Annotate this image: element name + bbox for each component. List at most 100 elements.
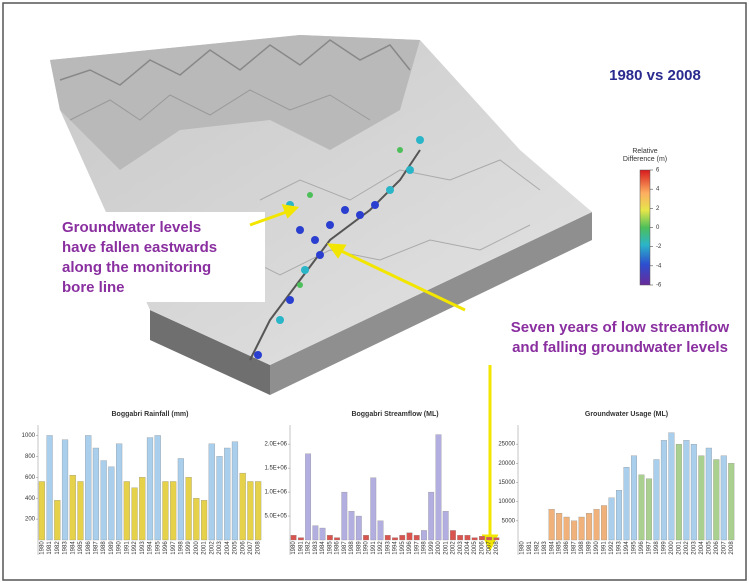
- bar: [668, 432, 675, 541]
- x-tick-label: 1996: [639, 541, 645, 555]
- x-tick-label: 1999: [186, 541, 192, 555]
- x-tick-label: 2006: [714, 541, 720, 555]
- x-tick-label: 1989: [587, 541, 593, 555]
- x-tick-label: 2003: [217, 541, 223, 555]
- x-tick-label: 1997: [171, 541, 177, 555]
- x-tick-label: 1987: [342, 541, 348, 555]
- x-tick-label: 2008: [729, 541, 735, 555]
- x-tick-label: 2002: [451, 541, 457, 555]
- bar: [457, 535, 464, 541]
- bar: [92, 447, 100, 541]
- y-tick-label: 400: [25, 496, 36, 502]
- x-tick-label: 1993: [140, 541, 146, 555]
- x-tick-label: 2003: [458, 541, 464, 555]
- x-tick-label: 1982: [306, 541, 312, 555]
- x-tick-label: 1982: [534, 541, 540, 555]
- x-tick-label: 2008: [494, 541, 500, 555]
- bar: [334, 537, 340, 541]
- x-tick-label: 1990: [594, 541, 600, 555]
- bar: [690, 444, 697, 541]
- x-tick-label: 1985: [557, 541, 563, 555]
- y-tick-label: 5000: [502, 518, 516, 524]
- bar: [46, 435, 53, 541]
- x-tick-label: 1995: [155, 541, 161, 555]
- bar: [154, 435, 161, 541]
- bar: [162, 481, 169, 541]
- bar: [428, 491, 435, 541]
- x-tick-label: 1988: [101, 541, 107, 555]
- legend-title: Relative: [632, 148, 657, 155]
- x-tick-label: 2005: [706, 541, 712, 555]
- x-tick-label: 2001: [202, 541, 208, 555]
- bar: [683, 440, 690, 541]
- x-tick-label: 1987: [572, 541, 578, 555]
- x-tick-label: 1999: [429, 541, 435, 555]
- x-tick-label: 1981: [47, 541, 53, 555]
- bar: [116, 443, 123, 541]
- bar: [61, 439, 69, 541]
- x-tick-label: 1993: [385, 541, 391, 555]
- legend-tick-label: 4: [656, 187, 660, 193]
- x-tick-label: 1992: [132, 541, 138, 555]
- x-tick-label: 1997: [414, 541, 420, 555]
- annotation: bore line: [62, 279, 125, 296]
- x-tick-label: 1993: [617, 541, 623, 555]
- bar: [290, 535, 297, 541]
- x-tick-label: 2007: [248, 541, 254, 555]
- x-tick-label: 1992: [609, 541, 615, 555]
- x-tick-label: 1985: [327, 541, 333, 555]
- bar: [548, 509, 555, 541]
- bar: [319, 527, 326, 541]
- annotation: Groundwater levels: [62, 219, 201, 236]
- x-tick-label: 1990: [117, 541, 123, 555]
- bar: [413, 535, 420, 541]
- colorbar: [639, 169, 651, 286]
- bar: [208, 443, 215, 541]
- x-tick-label: 2007: [487, 541, 493, 555]
- bar: [720, 455, 727, 541]
- x-tick-label: 1992: [378, 541, 384, 555]
- bar: [623, 467, 630, 541]
- x-tick-label: 1987: [94, 541, 100, 555]
- x-tick-label: 1984: [320, 541, 326, 555]
- bar: [170, 481, 177, 541]
- bar: [77, 481, 84, 541]
- bar: [450, 530, 456, 541]
- annotation: and falling groundwater levels: [512, 339, 728, 356]
- annotation-box: [55, 212, 265, 302]
- bar: [571, 520, 578, 541]
- x-tick-label: 1983: [313, 541, 319, 555]
- x-tick-label: 1986: [564, 541, 570, 555]
- bar: [493, 537, 500, 541]
- bar: [392, 537, 398, 541]
- bar: [728, 463, 735, 541]
- bar: [675, 444, 682, 541]
- x-tick-label: 1983: [63, 541, 69, 555]
- x-tick-label: 1982: [55, 541, 61, 555]
- bar: [231, 441, 239, 541]
- x-tick-label: 2003: [691, 541, 697, 555]
- bar: [698, 455, 705, 541]
- bar: [435, 434, 442, 541]
- bar: [464, 535, 471, 541]
- bar: [578, 516, 585, 541]
- annotation: Seven years of low streamflow: [511, 319, 730, 336]
- x-tick-label: 2005: [472, 541, 478, 555]
- x-tick-label: 1991: [124, 541, 130, 555]
- x-tick-label: 1995: [632, 541, 638, 555]
- annotation: along the monitoring: [62, 259, 211, 276]
- bar: [630, 455, 637, 541]
- x-tick-label: 1980: [291, 541, 297, 555]
- bar: [653, 459, 660, 541]
- bar: [406, 532, 413, 541]
- y-tick-label: 2.0E+06: [264, 442, 287, 448]
- x-tick-label: 2004: [699, 541, 705, 555]
- x-tick-label: 1999: [661, 541, 667, 555]
- x-tick-label: 2007: [721, 541, 727, 555]
- x-tick-label: 1998: [422, 541, 428, 555]
- bar: [486, 536, 493, 541]
- bar: [38, 481, 45, 541]
- y-tick-label: 1.0E+06: [264, 490, 287, 496]
- x-tick-label: 2000: [436, 541, 442, 555]
